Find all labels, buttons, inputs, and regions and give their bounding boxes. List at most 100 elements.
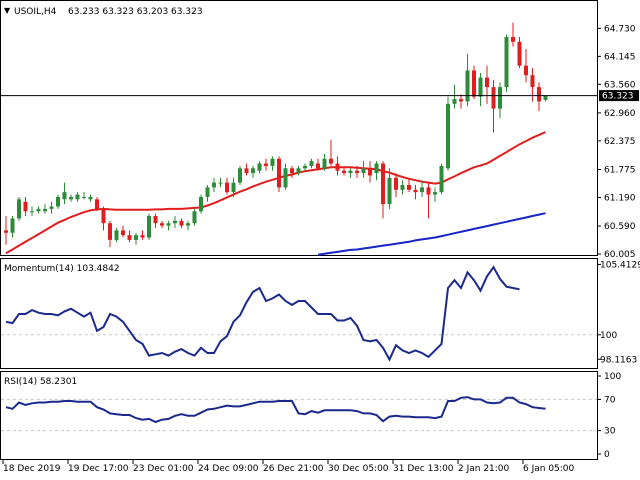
candle: [192, 208, 197, 226]
candle-body: [43, 208, 47, 212]
candle: [543, 95, 548, 102]
candle-body: [56, 196, 60, 207]
candle-body: [394, 177, 398, 190]
chart-symbol-title: USOIL,H4: [14, 7, 57, 17]
time-axis-label: 19 Dec 17:00: [68, 464, 129, 474]
candle: [36, 206, 41, 214]
candle-body: [524, 65, 528, 76]
candle: [290, 165, 294, 178]
candle: [459, 94, 463, 109]
candle: [433, 187, 437, 202]
price-y-tick-label: 61.190: [604, 193, 636, 203]
candle: [537, 82, 541, 112]
rsi-panel: 100 70 30 0 RSI(14) 58.2301: [0, 371, 621, 460]
candle-body: [225, 182, 229, 193]
rsi-y-tick-label: 0: [604, 450, 610, 460]
momentum-y-tick-label: 100: [600, 331, 617, 341]
price-panel: 64.730 64.145 63.560 62.960 62.375 61.775 61.1…: [0, 0, 639, 260]
candle-body: [517, 41, 522, 66]
rsi-y-tick-labels: 100 70 30 0: [597, 372, 621, 460]
rsi-y-tick-label: 30: [604, 427, 616, 437]
candle: [212, 177, 216, 193]
candle: [368, 161, 372, 183]
rsi-line: [5, 396, 546, 424]
candle: [283, 163, 288, 190]
candle: [485, 65, 489, 104]
candle: [17, 196, 21, 221]
momentum-y-tick-labels: 105.4129 100 98.1163: [597, 260, 640, 365]
candle: [277, 156, 281, 193]
candle-body: [342, 170, 346, 174]
candle: [225, 177, 229, 195]
candle: [101, 206, 106, 231]
candle-body: [62, 192, 67, 200]
candle-body: [296, 168, 301, 174]
candle-body: [537, 87, 541, 102]
candle-body: [498, 87, 502, 109]
candle-body: [329, 158, 333, 164]
candle: [251, 165, 255, 178]
price-y-tick-label: 60.590: [604, 222, 636, 232]
candle: [43, 204, 47, 214]
candle: [199, 194, 203, 214]
candle-body: [186, 223, 190, 226]
candle-body: [82, 196, 86, 198]
momentum-title: Momentum(14) 103.4842: [4, 264, 120, 274]
candle-body: [23, 201, 28, 212]
candle-body: [75, 194, 80, 200]
price-y-tick-label: 60.005: [604, 250, 636, 260]
candle-body: [426, 187, 431, 195]
candle-body: [173, 220, 177, 224]
candle: [62, 182, 67, 205]
candle: [472, 65, 476, 100]
candle-body: [316, 163, 320, 169]
candle: [498, 82, 502, 119]
candle-body: [30, 211, 34, 213]
candle: [257, 161, 262, 174]
candle-body: [153, 216, 158, 224]
candle-body: [400, 185, 405, 190]
candle-body: [127, 235, 132, 240]
candle: [121, 225, 125, 238]
candle: [322, 153, 327, 171]
candle-body: [530, 75, 535, 88]
current-price-label-box: [599, 90, 639, 102]
candle-body: [478, 77, 483, 97]
candle: [478, 72, 483, 107]
candle-body: [348, 170, 353, 174]
candle: [69, 194, 73, 202]
ma-fast-line: [5, 131, 546, 255]
candle-body: [283, 168, 288, 188]
candle-body: [49, 206, 54, 209]
candle-body: [251, 168, 255, 174]
candle: [452, 84, 457, 109]
candle-body: [381, 163, 385, 205]
candle: [264, 158, 268, 171]
candle-body: [264, 163, 268, 166]
candle-body: [231, 182, 236, 193]
candle: [179, 218, 184, 228]
candle: [30, 206, 34, 217]
candle-body: [244, 168, 249, 174]
candle: [439, 163, 444, 195]
candle-body: [309, 161, 314, 166]
candle: [303, 163, 307, 171]
candle: [517, 37, 522, 69]
candle-body: [199, 196, 203, 212]
candle: [218, 177, 223, 188]
candle: [374, 161, 379, 181]
candle: [426, 182, 431, 219]
chart-ohlc-values: 63.233 63.323 63.203 63.323: [68, 7, 203, 17]
candle: [420, 180, 424, 197]
candle-body: [101, 208, 106, 224]
candle-body: [439, 165, 444, 193]
candle-body: [121, 230, 125, 236]
candle-body: [374, 163, 379, 174]
rsi-title: RSI(14) 58.2301: [4, 377, 77, 387]
time-axis: 18 Dec 2019 19 Dec 17:00 23 Dec 01:00 24 De…: [2, 460, 575, 474]
candle-body: [303, 165, 307, 169]
candle: [153, 213, 158, 228]
candle-body: [270, 158, 275, 166]
candle-body: [17, 199, 21, 219]
candle-body: [134, 235, 138, 240]
